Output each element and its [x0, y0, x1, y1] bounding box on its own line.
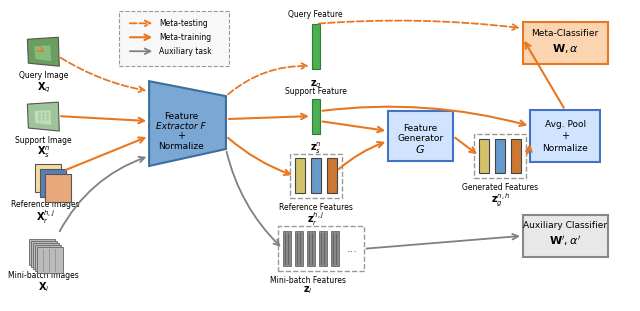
- Bar: [523, 22, 607, 64]
- Text: Extractor F: Extractor F: [156, 122, 206, 131]
- Bar: [311, 159, 321, 193]
- Bar: [29, 239, 55, 265]
- Text: $G$: $G$: [415, 143, 426, 155]
- Bar: [479, 138, 490, 174]
- Bar: [331, 231, 339, 266]
- Text: Meta-Classifier: Meta-Classifier: [532, 29, 599, 38]
- Polygon shape: [28, 37, 60, 66]
- Text: Normalize: Normalize: [542, 143, 588, 152]
- Bar: [326, 159, 337, 193]
- Bar: [312, 24, 320, 69]
- Text: $\mathbf{X}_i$: $\mathbf{X}_i$: [38, 280, 49, 294]
- Text: $\mathbf{W}, \alpha$: $\mathbf{W}, \alpha$: [552, 42, 579, 55]
- Text: $\mathbf{W}', \alpha'$: $\mathbf{W}', \alpha'$: [549, 234, 581, 248]
- Bar: [278, 226, 364, 271]
- Bar: [307, 231, 315, 266]
- Text: $\mathbf{X}_r^{h,j}$: $\mathbf{X}_r^{h,j}$: [36, 209, 55, 226]
- Text: Meta-testing: Meta-testing: [159, 19, 208, 28]
- Bar: [388, 111, 453, 161]
- Text: Reference Images: Reference Images: [11, 200, 79, 209]
- Text: $\mathbf{z}_r^{h,j}$: $\mathbf{z}_r^{h,j}$: [307, 211, 324, 229]
- Bar: [31, 241, 58, 267]
- Bar: [319, 231, 326, 266]
- Text: $\mathbf{X}_s^n$: $\mathbf{X}_s^n$: [36, 145, 50, 160]
- Text: Auxiliary task: Auxiliary task: [159, 47, 212, 56]
- Text: Meta-training: Meta-training: [159, 33, 211, 42]
- Text: Generator: Generator: [397, 133, 444, 142]
- Text: Reference Features: Reference Features: [279, 203, 353, 212]
- Text: Feature: Feature: [403, 123, 438, 132]
- Bar: [37, 247, 63, 273]
- Bar: [295, 159, 305, 193]
- Text: Support Feature: Support Feature: [285, 87, 347, 96]
- Text: $\mathbf{z}_q$: $\mathbf{z}_q$: [310, 79, 322, 91]
- Polygon shape: [28, 102, 60, 131]
- Text: Avg. Pool: Avg. Pool: [545, 119, 586, 128]
- Bar: [495, 138, 506, 174]
- Text: Normalize: Normalize: [158, 142, 204, 151]
- Text: $\mathbf{z}_g^{n,h}$: $\mathbf{z}_g^{n,h}$: [491, 191, 510, 209]
- Bar: [523, 215, 607, 257]
- Polygon shape: [149, 81, 226, 166]
- Bar: [119, 11, 229, 66]
- Text: Auxiliary Classifier: Auxiliary Classifier: [523, 221, 607, 230]
- Text: ...: ...: [347, 244, 358, 254]
- Text: Support Image: Support Image: [15, 136, 72, 145]
- Text: +: +: [561, 131, 569, 141]
- Bar: [45, 174, 71, 202]
- Bar: [511, 138, 521, 174]
- Bar: [295, 231, 303, 266]
- Polygon shape: [35, 45, 51, 61]
- Text: $\mathbf{z}_i$: $\mathbf{z}_i$: [303, 284, 312, 296]
- Bar: [33, 243, 60, 269]
- Text: $\mathbf{X}_q$: $\mathbf{X}_q$: [36, 80, 50, 95]
- Bar: [283, 231, 291, 266]
- Text: Query Image: Query Image: [19, 71, 68, 80]
- Bar: [531, 110, 600, 162]
- Bar: [35, 245, 61, 271]
- Bar: [290, 154, 342, 198]
- Text: Mini-batch Features: Mini-batch Features: [269, 276, 346, 285]
- Text: Mini-batch Images: Mini-batch Images: [8, 271, 79, 280]
- Polygon shape: [35, 110, 51, 125]
- Text: +: +: [177, 131, 185, 141]
- Text: $\mathbf{z}_s^n$: $\mathbf{z}_s^n$: [310, 141, 321, 156]
- Text: Generated Features: Generated Features: [462, 183, 538, 193]
- Bar: [35, 164, 61, 192]
- Text: Query Feature: Query Feature: [289, 10, 343, 19]
- Bar: [474, 133, 526, 179]
- Bar: [312, 99, 320, 133]
- Bar: [40, 169, 67, 197]
- Text: Feature: Feature: [164, 112, 198, 121]
